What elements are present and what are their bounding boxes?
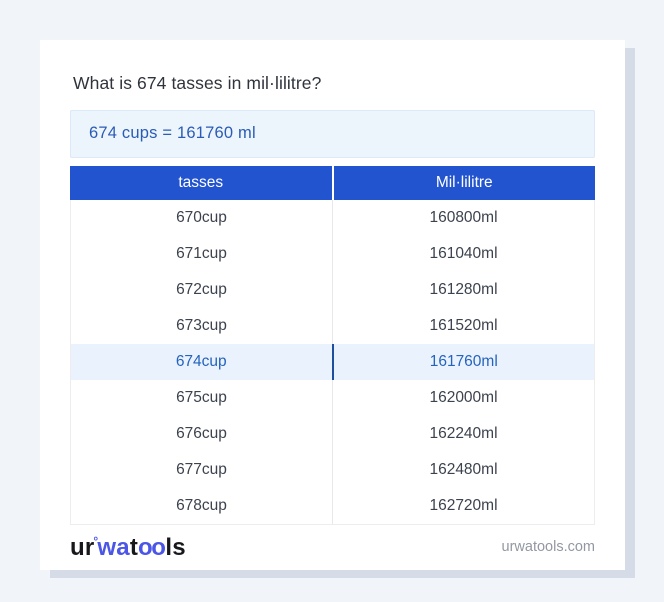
logo-text-ls: ls [165,533,186,561]
table-row: 678cup 162720ml [71,487,594,524]
cell-tasses: 677cup [176,460,227,478]
table-row: 672cup 161280ml [71,271,594,308]
logo-text-ur: ur [70,533,95,561]
page-title: What is 674 tasses in mil·lilitre? [73,73,322,93]
conversion-table: tasses Mil·lilitre 670cup 160800ml 671cu… [70,165,596,525]
cell-millilitre: 162480ml [332,451,594,488]
cell-millilitre: 160800ml [332,199,594,236]
cell-tasses: 676cup [176,424,227,442]
table-row: 673cup 161520ml [71,307,594,344]
table-row: 676cup 162240ml [71,415,594,452]
answer-box: 674 cups = 161760 ml [70,110,595,158]
logo-text-wa: wa [97,533,130,561]
table-row: 670cup 160800ml [71,199,594,236]
cell-millilitre-selected[interactable]: 161760ml [331,343,595,380]
logo-degree-mark: ° [93,533,99,548]
cell-millilitre: 162720ml [332,487,594,524]
cell-tasses: 672cup [176,280,227,298]
logo-text-t: t [129,533,139,561]
column-header-millilitre: Mil·lilitre [331,165,596,200]
table-row: 671cup 161040ml [71,235,594,272]
table-header-row: tasses Mil·lilitre [70,165,596,200]
table-row: 677cup 162480ml [71,451,594,488]
cell-millilitre: 161040ml [332,235,594,272]
cell-tasses: 675cup [176,388,227,406]
cell-millilitre: 161280ml [332,271,594,308]
cell-tasses-selected[interactable]: 674cup [175,352,227,370]
cell-millilitre: 161520ml [332,307,594,344]
column-header-tasses: tasses [178,173,224,191]
card-footer: ur°watools urwatools.com [70,525,595,571]
conversion-card: What is 674 tasses in mil·lilitre? 674 c… [40,40,625,570]
urwatools-logo[interactable]: ur°watools [70,535,186,560]
logo-glasses-oo: oo [138,533,166,561]
cell-millilitre: 162240ml [332,415,594,452]
cell-tasses: 678cup [176,496,227,514]
answer-text: 674 cups = 161760 ml [89,124,256,143]
cell-tasses: 671cup [176,244,227,262]
cell-tasses: 670cup [176,208,227,226]
cell-millilitre: 162000ml [332,379,594,416]
table-row: 675cup 162000ml [71,379,594,416]
cell-tasses: 673cup [176,316,227,334]
table-row-selected[interactable]: 674cup 161760ml [71,343,595,380]
site-domain-text: urwatools.com [501,539,595,556]
